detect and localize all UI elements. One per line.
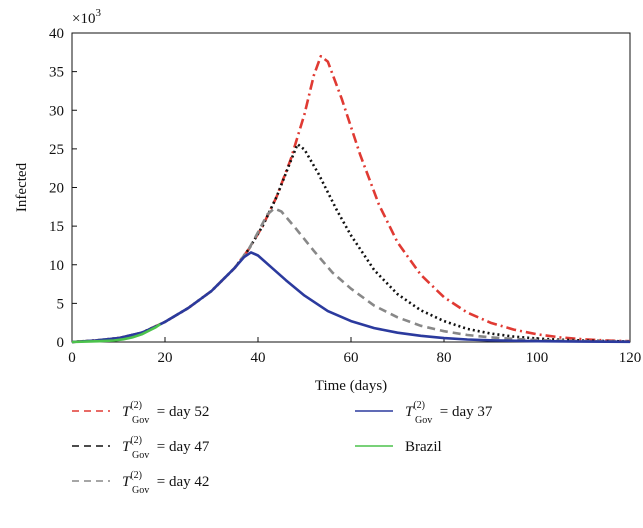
legend-label-2: T(2) Gov = day 42 — [122, 470, 209, 496]
x-tick-label: 0 — [68, 350, 76, 366]
y-tick-label: 40 — [49, 26, 64, 42]
legend: T(2) Gov = day 52 T(2) Gov = day 47 T(2) Gov … — [72, 400, 493, 496]
y-axis-multiplier: ×103 — [72, 7, 101, 27]
x-axis-label: Time (days) — [315, 378, 387, 394]
y-tick-label: 30 — [49, 103, 64, 119]
legend-label-1: T(2) Gov = day 47 — [122, 435, 210, 461]
legend-label-3: T(2) Gov = day 37 — [405, 400, 493, 426]
series-layer — [71, 54, 631, 344]
x-tick-label: 120 — [619, 350, 642, 366]
y-axis-label: Infected — [14, 162, 30, 212]
plot-frame — [71, 32, 631, 343]
y-tick-label: 5 — [57, 296, 65, 312]
y-tick-label: 35 — [49, 65, 64, 81]
x-tick-label: 60 — [344, 350, 359, 366]
y-tick-label: 10 — [49, 258, 64, 274]
series-line-4 — [71, 323, 162, 344]
y-tick-label: 15 — [49, 219, 64, 235]
series-line-1 — [71, 142, 631, 344]
y-tick-label: 0 — [57, 335, 65, 351]
legend-label-4: Brazil — [405, 439, 442, 455]
x-tick-label: 40 — [251, 350, 266, 366]
y-tick-label: 20 — [49, 181, 64, 197]
x-tick-label: 20 — [158, 350, 173, 366]
x-tick-label: 100 — [526, 350, 549, 366]
x-tick-label: 80 — [437, 350, 452, 366]
legend-label-0: T(2) Gov = day 52 — [122, 400, 209, 426]
series-line-0 — [71, 54, 631, 344]
axes: 0 20 40 60 80 100 120 0 5 10 15 20 25 30 35 40 — [49, 26, 641, 366]
y-tick-label: 25 — [49, 142, 64, 158]
